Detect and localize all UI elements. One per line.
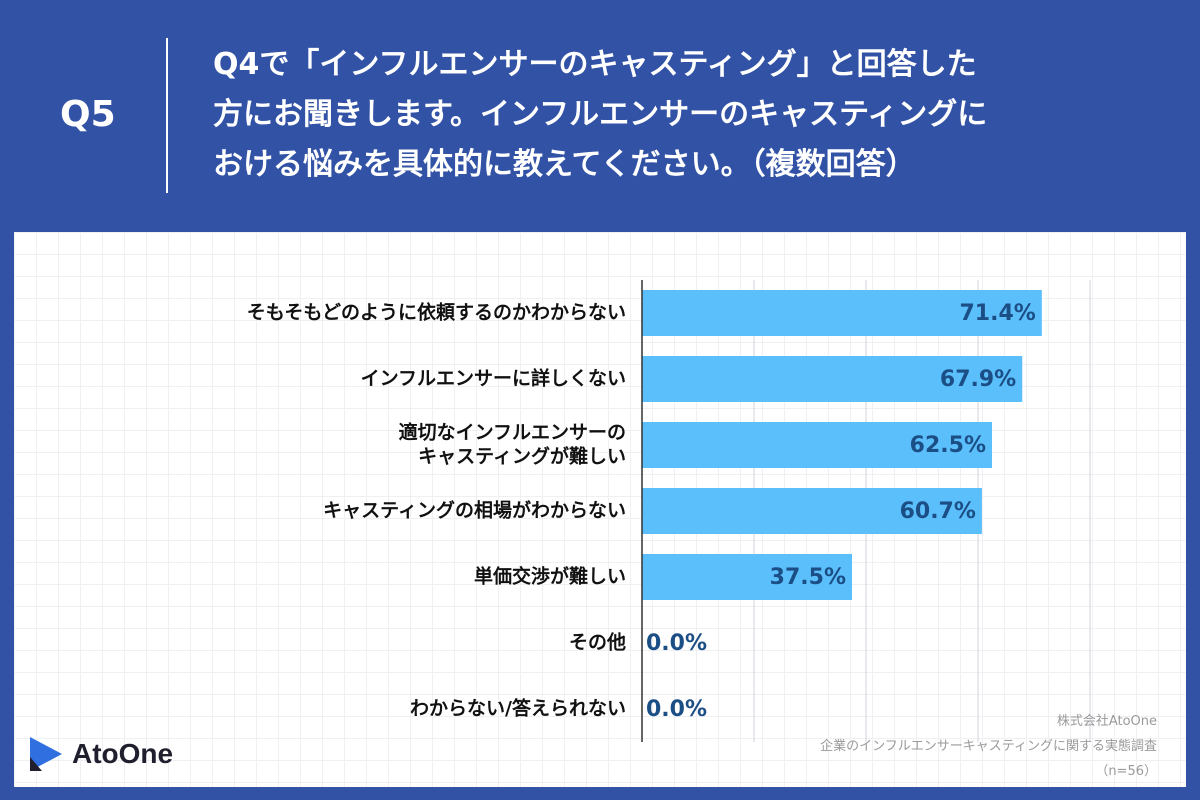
company-name: 株式会社AtoOne xyxy=(1056,714,1157,729)
bar-3 xyxy=(642,488,982,534)
question-line-3: おける悩みを具体的に教えてください。（複数回答） xyxy=(213,147,916,182)
category-label-line: 適切なインフルエンサーの xyxy=(399,421,626,444)
bar-1 xyxy=(642,356,1023,402)
logo-text: AtoOne xyxy=(72,738,174,769)
bar-0 xyxy=(642,290,1042,336)
chart-panel: 71.4% そもそもどのように依頼するのかわからない 67.9% インフルエンサーに詳… xyxy=(14,232,1186,787)
survey-title: 企業のインフルエンサーキャスティングに関する実態調査 xyxy=(820,739,1157,754)
value-label-3: 60.7% xyxy=(900,499,976,524)
value-label-1: 67.9% xyxy=(940,367,1016,392)
value-label-5: 0.0% xyxy=(646,631,707,656)
value-label-6: 0.0% xyxy=(646,697,707,722)
category-label-6: わからない/答えられない xyxy=(410,697,626,720)
category-label-line: 単価交渉が難しい xyxy=(474,565,626,588)
header-divider xyxy=(166,38,168,193)
category-label-0: そもそもどのように依頼するのかわからない xyxy=(247,301,626,324)
category-label-1: インフルエンサーに詳しくない xyxy=(361,367,626,390)
value-label-0: 71.4% xyxy=(960,301,1036,326)
bar-4 xyxy=(642,554,852,600)
value-label-2: 62.5% xyxy=(910,433,986,458)
question-number: Q5 xyxy=(60,94,116,135)
category-label-line: そもそもどのように依頼するのかわからない xyxy=(247,301,626,324)
question-text: Q4で「インフルエンサーのキャスティング」と回答した 方にお聞きします。インフル… xyxy=(213,40,1173,190)
value-label-4: 37.5% xyxy=(770,565,846,590)
category-label-4: 単価交渉が難しい xyxy=(474,565,626,588)
bar-chart: 71.4% そもそもどのように依頼するのかわからない 67.9% インフルエンサーに詳… xyxy=(247,280,1091,742)
bar-2 xyxy=(642,422,992,468)
category-label-2: 適切なインフルエンサーのキャスティングが難しい xyxy=(399,421,626,468)
atoone-logo: AtoOne xyxy=(28,735,173,773)
question-line-2: 方にお聞きします。インフルエンサーのキャスティングに xyxy=(213,97,988,132)
category-label-3: キャスティングの相場がわからない xyxy=(323,499,626,522)
atoone-logo-icon xyxy=(30,737,62,771)
category-label-line: わからない/答えられない xyxy=(410,697,626,720)
question-line-1: Q4で「インフルエンサーのキャスティング」と回答した xyxy=(213,47,977,82)
sample-size: （n=56） xyxy=(1095,764,1157,779)
category-label-line: インフルエンサーに詳しくない xyxy=(361,367,626,390)
category-label-line: キャスティングの相場がわからない xyxy=(323,499,626,522)
category-label-line: キャスティングが難しい xyxy=(418,445,626,468)
category-label-line: その他 xyxy=(569,631,626,654)
category-label-5: その他 xyxy=(569,631,626,654)
